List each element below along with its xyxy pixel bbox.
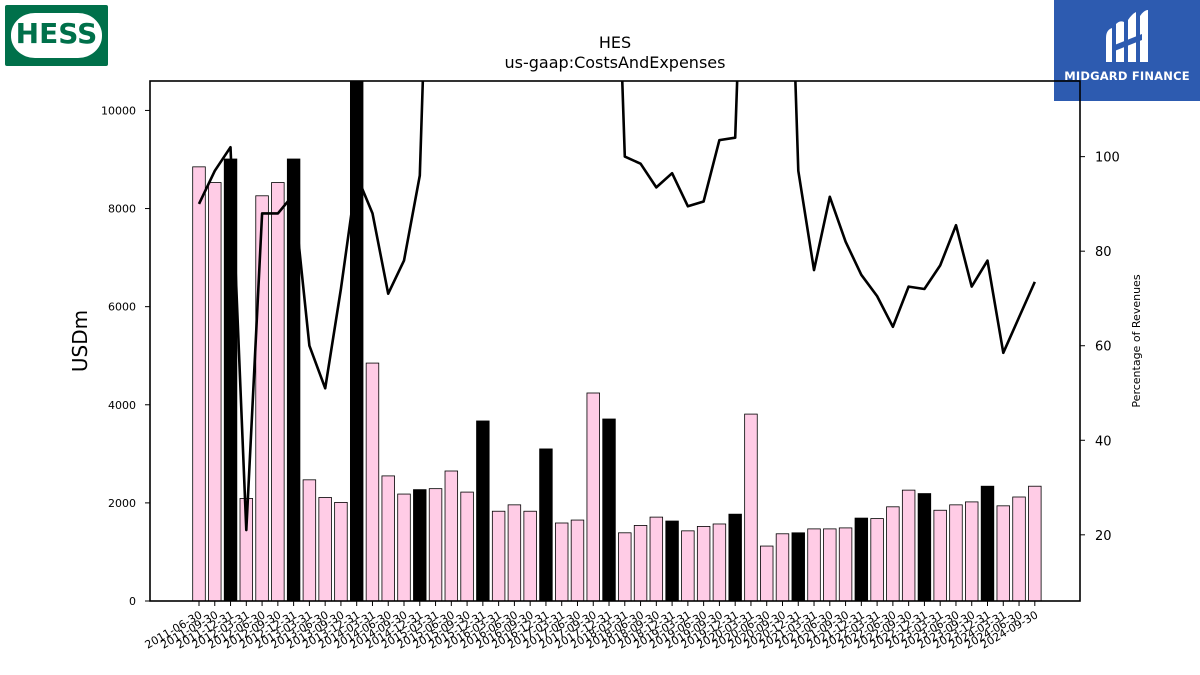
bar: [665, 520, 679, 601]
y-tick-label: 8000: [108, 203, 136, 216]
bar: [618, 532, 632, 601]
bar: [539, 448, 553, 601]
bar: [428, 488, 443, 601]
bar: [744, 413, 758, 601]
hess-logo: HESS: [5, 5, 108, 66]
bar: [681, 530, 695, 601]
y-tick-label: 0: [129, 595, 136, 608]
y2-tick-label: 60: [1095, 340, 1112, 355]
bar: [523, 510, 537, 601]
bar: [397, 493, 411, 601]
bar: [365, 362, 380, 601]
midgard-finance-logo: MIDGARD FINANCE: [1054, 0, 1200, 101]
bar: [381, 475, 395, 601]
bar: [192, 166, 206, 601]
midgard-emblem-icon: [1106, 10, 1148, 62]
bar: [460, 491, 474, 601]
bar: [696, 526, 711, 601]
bar: [633, 525, 648, 601]
y2-axis-label: Percentage of Revenues: [1130, 274, 1143, 407]
bar: [886, 506, 900, 601]
y2-tick-label: 20: [1095, 529, 1112, 544]
line-group: [197, 81, 1036, 532]
bar: [807, 528, 821, 601]
chart-title: HES: [599, 33, 631, 52]
axes-group: 0200040006000800010000204060801002011-06…: [101, 80, 1120, 652]
bar: [413, 489, 427, 601]
series-line: [197, 81, 1036, 532]
bar: [255, 195, 269, 601]
y2-tick-label: 80: [1095, 245, 1112, 260]
bar: [949, 504, 963, 601]
bar: [917, 493, 932, 601]
bar: [302, 479, 317, 601]
bar: [870, 518, 884, 601]
bar: [712, 523, 727, 601]
bar: [208, 182, 222, 601]
bar: [349, 81, 364, 601]
bar: [965, 501, 979, 601]
bar: [854, 517, 869, 601]
plot-frame: [149, 80, 1081, 602]
bar: [838, 527, 853, 601]
bar: [239, 498, 254, 601]
bar: [334, 501, 348, 601]
bar: [602, 418, 616, 601]
bar: [318, 497, 332, 601]
bar: [996, 505, 1010, 601]
bar: [760, 545, 774, 601]
bar: [444, 470, 459, 601]
y-tick-label: 6000: [108, 301, 136, 314]
bar: [933, 509, 947, 601]
bar: [775, 533, 790, 601]
hess-logo-text: HESS: [15, 17, 98, 50]
bar: [1028, 485, 1042, 601]
bar: [491, 510, 506, 601]
bar: [286, 158, 301, 601]
y-tick-label: 4000: [108, 399, 136, 412]
midgard-finance-name: MIDGARD FINANCE: [1064, 69, 1190, 83]
bar: [728, 513, 742, 601]
chart-subtitle: us-gaap:CostsAndExpenses: [505, 53, 726, 72]
hess-logo-inner: [11, 13, 102, 58]
bar: [476, 420, 490, 601]
bars-group: [192, 81, 1042, 601]
bar: [980, 485, 995, 601]
bar: [586, 392, 600, 601]
bar: [507, 504, 522, 601]
y2-tick-label: 100: [1095, 151, 1120, 166]
bar: [649, 516, 664, 601]
bar: [901, 489, 916, 601]
y-axis-label: USDm: [68, 310, 92, 372]
bar: [791, 532, 805, 601]
y-tick-label: 10000: [101, 104, 136, 117]
y-tick-label: 2000: [108, 497, 136, 510]
bar: [823, 528, 837, 601]
bar: [271, 182, 285, 601]
bar: [570, 519, 585, 601]
y2-tick-label: 40: [1095, 434, 1112, 449]
bar: [1012, 496, 1026, 601]
bar: [555, 522, 569, 601]
